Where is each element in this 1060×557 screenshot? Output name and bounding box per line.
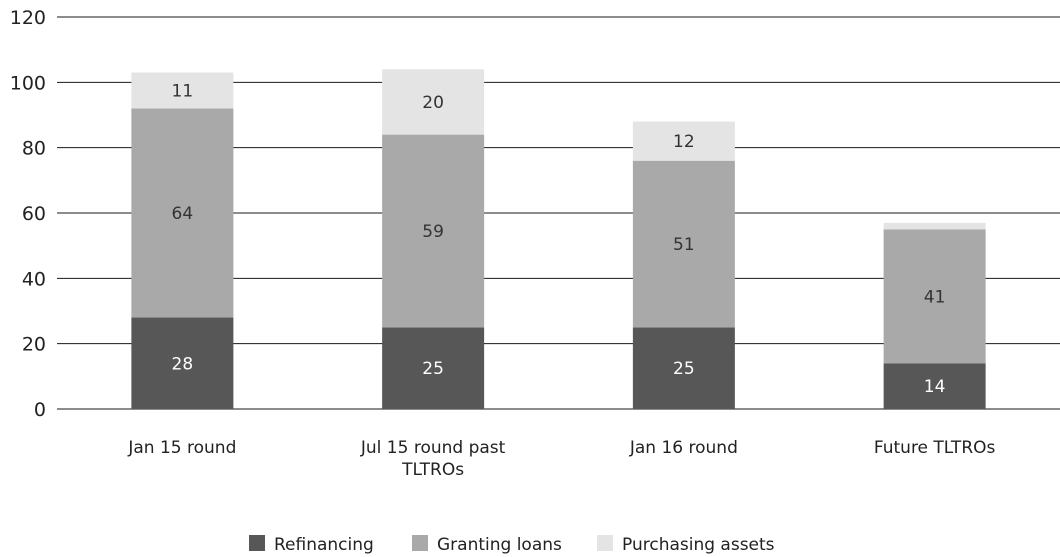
x-tick-label: Future TLTROs xyxy=(874,438,996,458)
y-tick-label: 120 xyxy=(10,7,46,29)
x-axis: Jan 15 round Jul 15 round past TLTROs Jan 1… xyxy=(127,438,995,480)
data-label: 51 xyxy=(673,235,695,255)
data-label: 11 xyxy=(172,82,194,102)
data-label: 25 xyxy=(673,359,695,379)
bar-segment-refinancing xyxy=(131,317,234,409)
bar-segment-granting-loans xyxy=(131,108,234,318)
y-tick-label: 100 xyxy=(10,72,46,94)
bar-segment-purchasing-assets xyxy=(632,121,735,161)
bar-segment-refinancing xyxy=(382,327,485,409)
x-tick-label-line: Future TLTROs xyxy=(874,438,996,458)
data-label: 14 xyxy=(924,377,946,397)
bar-segment-purchasing-assets xyxy=(131,72,234,109)
data-label: 41 xyxy=(924,287,946,307)
x-tick-label-line: Jul 15 round past xyxy=(360,438,506,458)
y-tick-label: 40 xyxy=(22,268,46,290)
bar-segment-refinancing xyxy=(883,363,986,409)
bars: 28 64 11 25 59 20 25 51 12 14 41 xyxy=(131,69,986,409)
x-tick-label: Jul 15 round past TLTROs xyxy=(360,438,506,480)
legend-label: Refinancing xyxy=(274,535,374,555)
data-label: 64 xyxy=(172,204,194,224)
bar-segment-granting-loans xyxy=(632,160,735,328)
bar-segment-granting-loans xyxy=(382,134,485,328)
data-label: 12 xyxy=(673,132,695,152)
legend-swatch xyxy=(412,535,428,551)
x-tick-label-line: Jan 15 round xyxy=(127,438,236,458)
y-tick-label: 20 xyxy=(22,334,46,356)
data-label: 25 xyxy=(422,359,444,379)
legend-swatch xyxy=(597,535,613,551)
x-tick-label: Jan 15 round xyxy=(127,438,236,458)
y-axis: 0 20 40 60 80 100 120 xyxy=(10,7,46,421)
bar-segment-granting-loans xyxy=(883,229,986,364)
legend-label: Granting loans xyxy=(437,535,562,555)
bar-segment-purchasing-assets xyxy=(883,222,986,230)
x-tick-label: Jan 16 round xyxy=(629,438,738,458)
y-tick-label: 60 xyxy=(22,203,46,225)
bar-segment-refinancing xyxy=(632,327,735,409)
data-label: 28 xyxy=(172,354,194,374)
y-tick-label: 0 xyxy=(34,399,46,421)
legend-label: Purchasing assets xyxy=(622,535,775,555)
x-tick-label-line: TLTROs xyxy=(401,460,464,480)
data-label: 20 xyxy=(422,93,444,113)
legend-swatch xyxy=(249,535,265,551)
y-tick-label: 80 xyxy=(22,138,46,160)
data-label: 59 xyxy=(422,222,444,242)
legend: Refinancing Granting loans Purchasing asse… xyxy=(249,535,775,555)
x-tick-label-line: Jan 16 round xyxy=(629,438,738,458)
bar-segment-purchasing-assets xyxy=(382,69,485,135)
